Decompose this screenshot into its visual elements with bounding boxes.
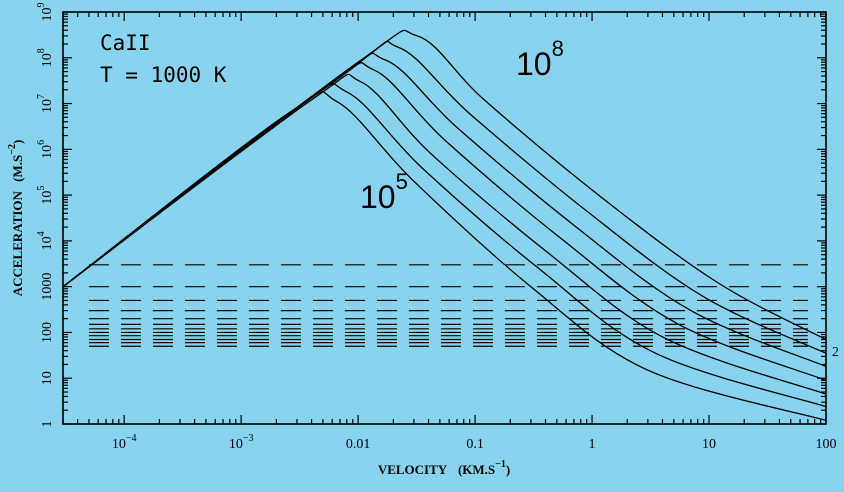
y-tick-label-exp: 5 [36, 186, 47, 191]
x-axis-unit-close: ) [506, 462, 510, 477]
y-tick-label: 105 [36, 186, 55, 205]
x-axis-unit: (KM.S [458, 462, 495, 477]
x-tick-label: 10 [702, 437, 716, 452]
y-tick-label-base: 10 [40, 99, 55, 113]
curve-1 [62, 91, 827, 422]
y-tick-label-base: 10 [40, 8, 55, 22]
top-curve-label: 108 [516, 36, 564, 82]
x-tick-labels: 10−4 10−3 0.01 0.1 1 10 100 [112, 433, 837, 452]
x-tick-label-exp: −4 [126, 433, 137, 444]
bottom-curve-label: 105 [360, 169, 408, 215]
y-tick-label: 1000 [40, 273, 55, 301]
x-tick-label: 10−4 [112, 433, 137, 452]
right-edge-label: 2 [832, 345, 839, 360]
y-tick-label: 1 [40, 421, 55, 428]
y-tick-label-exp: 9 [36, 3, 47, 8]
y-axis-unit: (M.S [10, 155, 25, 182]
bottom-curve-label-exp: 5 [396, 169, 408, 194]
x-tick-label: 0.01 [346, 437, 371, 452]
y-tick-label: 100 [40, 322, 55, 343]
top-curve-label-base: 10 [516, 46, 552, 82]
curves [62, 29, 827, 422]
x-axis-unit-exp: −1 [495, 459, 506, 470]
y-axis-unit-exp: −2 [7, 144, 18, 155]
curve-7 [62, 29, 827, 341]
y-tick-label: 10 [40, 371, 55, 385]
y-tick-label: 108 [36, 48, 55, 67]
temperature-label: T = 1000 K [100, 63, 227, 87]
y-tick-label-exp: 4 [36, 231, 47, 236]
x-axis-label: VELOCITY [378, 462, 448, 477]
x-tick-label-base: 10 [229, 437, 243, 452]
y-tick-label-base: 10 [40, 145, 55, 159]
plot-frame [62, 11, 827, 425]
x-tick-label-exp: −3 [243, 433, 254, 444]
y-axis-unit-close: ) [10, 140, 25, 144]
x-tick-label: 100 [816, 437, 837, 452]
y-tick-label: 107 [36, 94, 55, 113]
y-tick-label-exp: 7 [36, 94, 47, 99]
y-tick-label: 104 [36, 231, 55, 250]
curve-3 [62, 73, 827, 395]
y-tick-label-base: 10 [40, 53, 55, 67]
y-tick-label-exp: 6 [36, 140, 47, 145]
y-axis-title: ACCELERATION (M.S−2) [7, 140, 25, 297]
x-tick-label-base: 10 [112, 437, 126, 452]
tick-marks [62, 11, 827, 425]
y-tick-label: 106 [36, 140, 55, 159]
y-axis-label: ACCELERATION [10, 190, 25, 296]
bottom-curve-label-base: 10 [360, 179, 396, 215]
x-tick-label: 10−3 [229, 433, 254, 452]
y-tick-label-exp: 8 [36, 48, 47, 53]
species-label: CaII [100, 31, 151, 55]
x-axis-title: VELOCITY (KM.S−1) [378, 459, 510, 477]
top-curve-label-exp: 8 [552, 36, 564, 61]
y-tick-label: 109 [36, 3, 55, 22]
y-tick-label-base: 10 [40, 191, 55, 205]
y-tick-label-base: 10 [40, 236, 55, 250]
x-tick-label: 1 [589, 437, 596, 452]
x-tick-label: 0.1 [466, 437, 484, 452]
dashed-levels [88, 264, 808, 347]
